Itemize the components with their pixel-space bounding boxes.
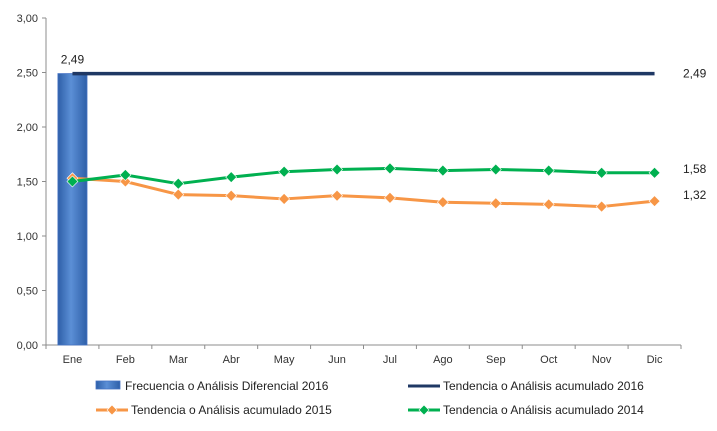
bar-ene (57, 73, 88, 346)
x-tick-label: Sep (486, 354, 506, 366)
line-2016-end-label: 2,49 (683, 67, 707, 81)
point-2015-dic (648, 195, 661, 208)
point-2014-mar (172, 177, 185, 190)
x-tick-label: Abr (223, 354, 240, 366)
point-2014-oct (542, 164, 555, 177)
legend-swatch-marker (106, 404, 118, 416)
point-2015-feb (119, 175, 132, 188)
point-2014-nov (595, 166, 608, 179)
point-2015-may (278, 193, 291, 205)
y-tick-label: 1,50 (17, 177, 38, 189)
legend-label: Frecuencia o Análisis Diferencial 2016 (125, 379, 329, 393)
x-tick-label: Ene (63, 354, 83, 366)
legend-item: Tendencia o Análisis acumulado 2016 (408, 379, 644, 393)
point-2014-jun (331, 163, 343, 176)
legend-item: Frecuencia o Análisis Diferencial 2016 (95, 379, 329, 393)
point-2014-ago (436, 164, 449, 177)
point-2014-jul (384, 162, 396, 175)
point-2015-oct (542, 198, 555, 211)
y-tick-label: 2,00 (17, 122, 38, 134)
x-tick-label: Dic (647, 354, 663, 366)
legend-swatch-marker (418, 404, 430, 416)
x-tick-label: Oct (540, 354, 557, 366)
line-2014-end-label: 1,58 (683, 162, 707, 176)
point-2014-feb (119, 169, 132, 181)
point-2014-sep (489, 163, 502, 176)
legend-label: Tendencia o Análisis acumulado 2014 (443, 403, 644, 417)
point-2015-jul (384, 191, 396, 204)
legend-layer: Frecuencia o Análisis Diferencial 2016 Te… (95, 379, 644, 417)
point-2014-ene (66, 175, 79, 188)
y-tick-label: 2,50 (17, 68, 38, 80)
x-tick-label: Jul (383, 354, 397, 366)
x-tick-label: Feb (116, 354, 135, 366)
point-2014-abr (225, 171, 238, 184)
lines-layer (66, 71, 661, 213)
legend-label: Tendencia o Análisis acumulado 2016 (443, 379, 644, 393)
axes-layer: 0,00 0,50 1,00 1,50 2,00 2,50 3,00 Ene Feb Mar Abr… (17, 13, 682, 366)
point-2015-mar (172, 188, 185, 201)
legend-item: Tendencia o Análisis acumulado 2014 (408, 403, 644, 417)
x-tick-label: Mar (169, 354, 188, 366)
legend-label: Tendencia o Análisis acumulado 2015 (131, 403, 332, 417)
legend-swatch-bar (95, 380, 121, 390)
y-tick-label: 1,00 (17, 231, 38, 243)
point-2014-dic (648, 166, 661, 179)
y-tick-label: 0,00 (17, 340, 38, 352)
point-2015-nov (595, 200, 608, 213)
labels-layer: 2,49 2,49 1,58 1,32 (61, 53, 707, 203)
point-2015-sep (489, 197, 502, 210)
bar-value-label: 2,49 (61, 53, 85, 67)
point-2014-may (278, 165, 291, 178)
x-tick-label: May (274, 354, 295, 366)
point-2015-jun (331, 189, 343, 202)
point-2015-ago (436, 196, 449, 209)
series-line-2014 (72, 166, 655, 186)
bars-layer (57, 73, 88, 346)
x-tick-label: Jun (328, 354, 346, 366)
line-2015-end-label: 1,32 (683, 188, 707, 202)
point-2015-abr (225, 189, 238, 202)
series-line-2015 (72, 176, 655, 209)
y-tick-label: 3,00 (17, 13, 38, 25)
x-tick-label: Nov (592, 354, 612, 366)
legend-item: Tendencia o Análisis acumulado 2015 (96, 403, 332, 417)
y-tick-label: 0,50 (17, 286, 38, 298)
x-tick-label: Ago (433, 354, 453, 366)
